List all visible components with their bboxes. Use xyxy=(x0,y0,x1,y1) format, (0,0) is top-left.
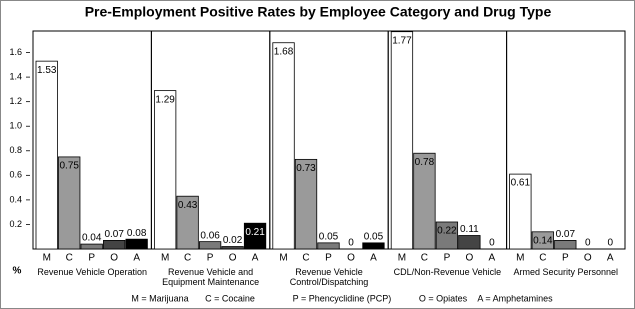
x-tick-label: A xyxy=(607,253,614,264)
x-tick-label: C xyxy=(66,253,73,264)
y-tick-label: 0.4 xyxy=(9,194,22,204)
value-label: 1.77 xyxy=(392,35,412,46)
bar xyxy=(294,158,318,250)
value-label: 0 xyxy=(348,238,354,249)
x-tick-label: O xyxy=(584,253,592,264)
x-tick-label: O xyxy=(465,253,473,264)
bar xyxy=(435,221,459,250)
x-tick-label: M xyxy=(161,253,169,264)
y-tick-label: 0.8 xyxy=(9,145,22,155)
x-tick-label: C xyxy=(539,253,546,264)
bar xyxy=(554,240,577,250)
bar xyxy=(413,152,436,250)
group-label: Revenue Vehicle Control/Dispatching xyxy=(289,267,369,287)
legend-entry: P = Phencyclidine (PCP) xyxy=(293,293,392,303)
x-tick-label: P xyxy=(207,253,214,264)
bar xyxy=(35,60,58,250)
chart-title: Pre-Employment Positive Rates by Employe… xyxy=(85,4,552,20)
y-tick-label: 1.2 xyxy=(9,96,22,106)
bar xyxy=(458,235,481,250)
x-tick-label: A xyxy=(370,253,377,264)
x-tick-label: P xyxy=(444,253,451,264)
value-label: 0.05 xyxy=(319,232,339,243)
x-tick-label: P xyxy=(325,253,332,264)
value-label: 0.04 xyxy=(82,233,102,244)
value-label: 0.22 xyxy=(437,226,457,237)
y-tick-label: 1.0 xyxy=(9,121,22,131)
value-label: 0 xyxy=(585,238,591,249)
bar xyxy=(509,173,532,250)
group-label: Revenue Vehicle and Equipment Maintenanc… xyxy=(162,267,260,287)
x-tick-label: C xyxy=(302,253,309,264)
value-label: 0 xyxy=(489,238,495,249)
value-label: 1.29 xyxy=(155,94,175,105)
value-label: 0.06 xyxy=(200,230,220,241)
value-label: 0.75 xyxy=(59,161,79,172)
group-label: Revenue Vehicle Operation xyxy=(37,267,147,277)
value-label: 0 xyxy=(607,238,613,249)
x-tick-label: A xyxy=(489,253,496,264)
y-axis-label: % xyxy=(13,266,22,277)
x-tick-label: M xyxy=(43,253,51,264)
bar xyxy=(221,246,244,250)
x-tick-label: C xyxy=(184,253,191,264)
x-tick-label: P xyxy=(562,253,569,264)
bar xyxy=(125,238,148,250)
x-tick-label: A xyxy=(252,253,259,264)
x-tick-label: M xyxy=(398,253,406,264)
x-tick-label: O xyxy=(110,253,118,264)
bar xyxy=(531,231,554,250)
bar xyxy=(362,242,385,250)
value-label: 0.61 xyxy=(511,178,531,189)
bar xyxy=(153,90,177,250)
y-tick-label: 0.2 xyxy=(9,219,22,229)
legend-entry: A = Amphetamines xyxy=(477,293,553,303)
x-tick-label: M xyxy=(516,253,524,264)
x-tick-label: O xyxy=(229,253,237,264)
bar xyxy=(243,222,267,250)
bar xyxy=(103,240,126,250)
value-label: 0.07 xyxy=(104,229,124,240)
value-label: 0.02 xyxy=(223,235,243,246)
value-label: 0.73 xyxy=(296,163,316,174)
x-tick-label: M xyxy=(279,253,287,264)
x-tick-label: C xyxy=(421,253,428,264)
bar xyxy=(317,242,340,250)
legend-entry: M = Marijuana xyxy=(131,293,188,303)
bar xyxy=(198,241,222,250)
value-label: 0.11 xyxy=(460,224,479,235)
bar xyxy=(176,195,199,250)
y-tick-label: 1.4 xyxy=(9,71,22,81)
value-label: 0.21 xyxy=(245,227,265,238)
x-tick-label: P xyxy=(88,253,95,264)
value-label: 1.53 xyxy=(37,65,57,76)
group-label: Armed Security Personnel xyxy=(513,267,619,277)
x-tick-label: O xyxy=(347,253,355,264)
value-label: 0.14 xyxy=(533,235,553,246)
value-label: 0.07 xyxy=(556,229,576,240)
bar xyxy=(272,42,295,250)
bar xyxy=(58,156,81,250)
y-tick-label: 1.6 xyxy=(9,47,22,57)
value-label: 0.05 xyxy=(364,232,384,243)
bar xyxy=(80,243,103,250)
value-label: 0.78 xyxy=(415,157,435,168)
value-label: 0.08 xyxy=(127,228,147,239)
bar xyxy=(390,31,414,250)
legend-entry: C = Cocaine xyxy=(205,293,255,303)
y-tick-label: 0.6 xyxy=(9,170,22,180)
group-label: CDL/Non-Revenue Vehicle xyxy=(393,267,502,277)
x-tick-label: A xyxy=(133,253,140,264)
legend-entry: O = Opiates xyxy=(419,293,468,303)
value-label: 1.68 xyxy=(274,46,294,57)
value-label: 0.43 xyxy=(178,200,198,211)
